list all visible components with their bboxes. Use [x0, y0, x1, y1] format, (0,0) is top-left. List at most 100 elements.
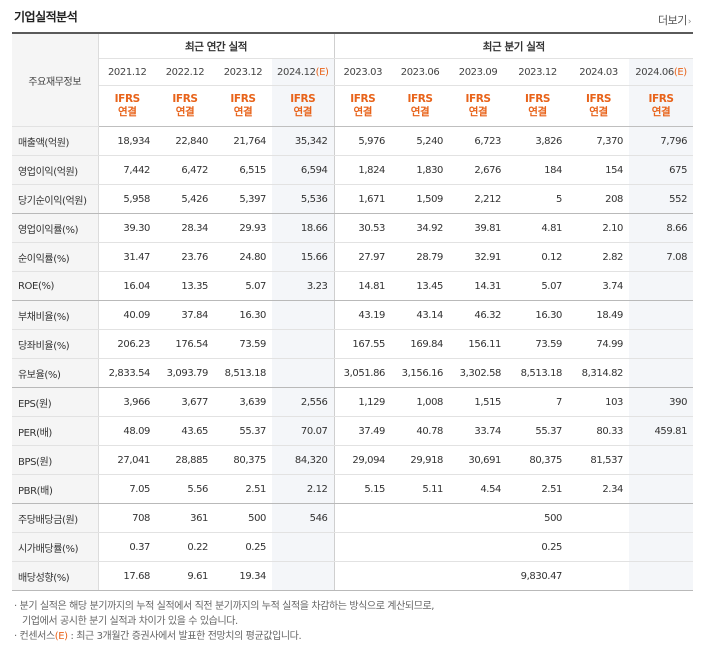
value-cell	[568, 503, 630, 533]
table-row: ROE(%) 16.04 13.35 5.07 3.23 14.81 13.45 14.31 5…	[12, 271, 694, 301]
row-label: 부채비율(%)	[12, 300, 99, 330]
value-cell: 8,513.18	[214, 358, 272, 388]
value-cell: 48.09	[98, 416, 156, 446]
value-cell: 184	[507, 155, 569, 185]
value-cell: 43.14	[391, 300, 450, 330]
value-cell: 14.31	[449, 271, 508, 301]
value-cell: 546	[272, 503, 335, 533]
value-cell: 5.11	[391, 474, 450, 504]
value-cell: 5,976	[334, 126, 392, 156]
value-cell: 1,515	[449, 387, 508, 417]
value-cell	[391, 561, 450, 591]
row-label: PBR(배)	[12, 474, 99, 504]
value-cell: 81,537	[568, 445, 630, 475]
value-cell: 9,830.47	[507, 561, 569, 591]
table-row: PER(배) 48.09 43.65 55.37 70.07 37.49 40.78 33.7…	[12, 416, 694, 446]
ifrs-label: IFRS	[172, 93, 198, 105]
value-cell: 6,472	[156, 155, 214, 185]
value-cell: 361	[156, 503, 214, 533]
value-cell: 29,094	[334, 445, 392, 475]
value-cell	[568, 532, 630, 562]
row-label: EPS(원)	[12, 387, 99, 417]
table-row: 매출액(억원) 18,934 22,840 21,764 35,342 5,976 5,24…	[12, 126, 694, 156]
footnotes: · 분기 실적은 해당 분기까지의 누적 실적에서 직전 분기까지의 누적 실적…	[14, 599, 434, 644]
period-label: 2023.12	[223, 66, 263, 78]
value-cell: 3,302.58	[449, 358, 508, 388]
consolidated-label: 연결	[353, 106, 373, 118]
period-header: 2023.03	[334, 58, 392, 86]
table-row: 영업이익률(%) 39.30 28.34 29.93 18.66 30.53 34.92 39…	[12, 213, 694, 243]
row-label: 주당배당금(원)	[12, 503, 99, 533]
row-label: 영업이익률(%)	[12, 213, 99, 243]
ifrs-badge: IFRS 연결	[449, 85, 508, 127]
value-cell: 1,008	[391, 387, 450, 417]
table-row: 당좌비율(%) 206.23 176.54 73.59 167.55 169.84 156.…	[12, 329, 694, 359]
value-cell: 169.84	[391, 329, 450, 359]
value-cell: 32.91	[449, 242, 508, 272]
period-label: 2024.06	[635, 66, 674, 78]
value-cell: 675	[629, 155, 694, 185]
value-cell: 2.10	[568, 213, 630, 243]
more-link[interactable]: 더보기›	[658, 12, 692, 28]
consolidated-label: 연결	[175, 106, 195, 118]
value-cell: 2,676	[449, 155, 508, 185]
value-cell: 17.68	[98, 561, 156, 591]
value-cell: 84,320	[272, 445, 335, 475]
value-cell	[629, 329, 694, 359]
value-cell: 5,397	[214, 184, 272, 214]
value-cell	[391, 532, 450, 562]
footnote-1-cont: 기업에서 공시한 분기 실적과 차이가 있을 수 있습니다.	[22, 616, 238, 627]
ifrs-label: IFRS	[290, 93, 316, 105]
period-label: 2024.12	[277, 66, 316, 78]
value-cell: 0.25	[214, 532, 272, 562]
consolidated-label: 연결	[117, 106, 137, 118]
value-cell: 23.76	[156, 242, 214, 272]
ifrs-badge: IFRS 연결	[507, 85, 569, 127]
value-cell	[629, 561, 694, 591]
value-cell	[272, 329, 335, 359]
value-cell: 552	[629, 184, 694, 214]
ifrs-label: IFRS	[465, 93, 491, 105]
estimate-mark: (E)	[673, 66, 687, 78]
value-cell: 16.30	[507, 300, 569, 330]
more-link-label: 더보기	[658, 14, 687, 27]
value-cell: 7,370	[568, 126, 630, 156]
value-cell: 5,958	[98, 184, 156, 214]
value-cell: 55.37	[214, 416, 272, 446]
value-cell: 5,240	[391, 126, 450, 156]
value-cell: 3,093.79	[156, 358, 214, 388]
value-cell: 6,515	[214, 155, 272, 185]
value-cell: 1,671	[334, 184, 392, 214]
period-header: 2022.12	[156, 58, 214, 86]
value-cell	[272, 532, 335, 562]
value-cell: 3,826	[507, 126, 569, 156]
value-cell: 154	[568, 155, 630, 185]
ifrs-label: IFRS	[648, 93, 674, 105]
value-cell: 5,426	[156, 184, 214, 214]
value-cell: 40.09	[98, 300, 156, 330]
row-label: PER(배)	[12, 416, 99, 446]
value-cell	[568, 561, 630, 591]
row-label: 당좌비율(%)	[12, 329, 99, 359]
value-cell: 8,513.18	[507, 358, 569, 388]
value-cell: 2,833.54	[98, 358, 156, 388]
period-label: 2024.03	[579, 66, 618, 78]
period-label: 2021.12	[107, 66, 147, 78]
ifrs-badge: IFRS 연결	[568, 85, 630, 127]
row-label: ROE(%)	[12, 271, 99, 301]
period-label: 2023.06	[400, 66, 440, 78]
value-cell: 18.49	[568, 300, 630, 330]
table-row: 유보율(%) 2,833.54 3,093.79 8,513.18 3,051.86 3,…	[12, 358, 694, 388]
period-label: 2023.12	[518, 66, 557, 78]
value-cell: 0.25	[507, 532, 569, 562]
value-cell: 34.92	[391, 213, 450, 243]
value-cell	[334, 561, 392, 591]
period-header: 2024.03	[568, 58, 630, 86]
value-cell: 43.19	[334, 300, 392, 330]
period-label: 2023.03	[343, 66, 383, 78]
value-cell: 8.66	[629, 213, 694, 243]
table-row: PBR(배) 7.05 5.56 2.51 2.12 5.15 5.11 4.54 2.51 2.…	[12, 474, 694, 504]
value-cell	[629, 358, 694, 388]
value-cell: 2.51	[507, 474, 569, 504]
value-cell: 206.23	[98, 329, 156, 359]
